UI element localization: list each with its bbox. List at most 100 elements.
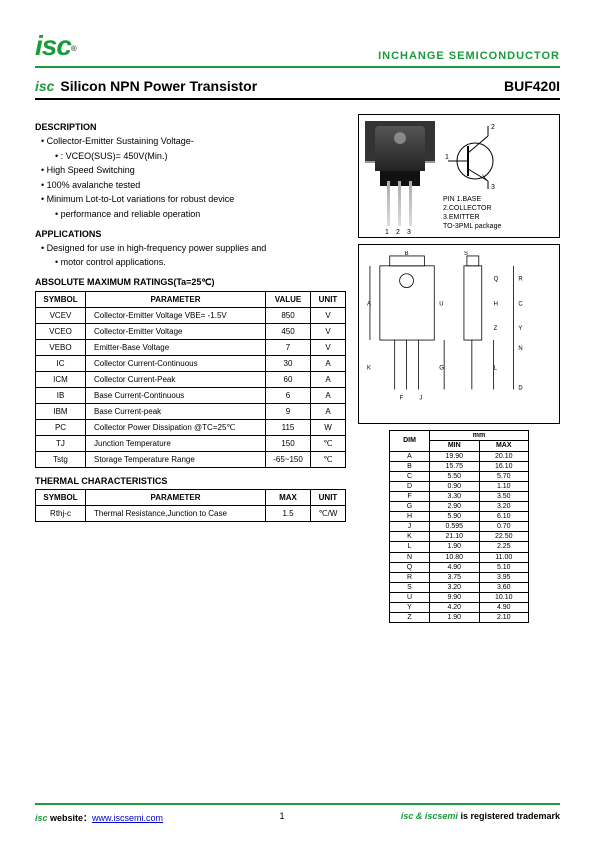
title-divider [35,98,560,100]
lead-num: 1 [385,229,389,236]
svg-text:2: 2 [491,124,495,131]
col-max: MAX [266,489,311,505]
table-row: IBMBase Current-peak9A [36,403,346,419]
table-row: VCEOCollector-Emitter Voltage450V [36,323,346,339]
header-divider [35,66,560,68]
title-prefix: isc [35,78,54,94]
svg-text:B: B [405,251,409,257]
description-list: Collector-Emitter Sustaining Voltage- : … [41,135,346,221]
applications-list: Designed for use in high-frequency power… [41,242,346,269]
col-dim: DIM [390,431,430,451]
table-row: TJJunction Temperature150℃ [36,435,346,451]
table-row: D0.901.10 [390,481,529,491]
svg-text:Z: Z [494,327,498,333]
company-name: INCHANGE SEMICONDUCTOR [378,50,560,62]
ratings-heading: ABSOLUTE MAXIMUM RATINGS(Ta=25℃) [35,277,346,288]
svg-text:C: C [518,302,523,308]
desc-item: Minimum Lot-to-Lot variations for robust… [41,193,346,206]
table-row: G2.903.20 [390,502,529,512]
svg-text:H: H [494,302,498,308]
header: isc® INCHANGE SEMICONDUCTOR [35,30,560,62]
table-header-row: SYMBOL PARAMETER MAX UNIT [36,489,346,505]
website-link[interactable]: www.iscsemi.com [92,813,163,823]
col-max: MAX [479,441,529,451]
dimensions-table-wrap: DIMmm MINMAX A19.9020.10 B15.7516.10 C5.… [358,430,560,623]
product-title: isc Silicon NPN Power Transistor [35,78,257,94]
table-row: R3.753.95 [390,572,529,582]
applications-heading: APPLICATIONS [35,229,346,239]
table-row: ICCollector Current-Continuous30A [36,355,346,371]
app-subline: motor control applications. [55,256,346,269]
ratings-table: SYMBOL PARAMETER VALUE UNIT VCEVCollecto… [35,291,346,468]
table-header-row: SYMBOL PARAMETER VALUE UNIT [36,291,346,307]
col-mm: mm [430,431,529,441]
outline-svg: BS AU KG FJ QR HC ZY LD N [365,251,553,419]
table-row: TstgStorage Temperature Range-65~150℃ [36,451,346,467]
dimensions-table: DIMmm MINMAX A19.9020.10 B15.7516.10 C5.… [389,430,529,623]
table-row: Y4.204.90 [390,602,529,612]
lead-num: 3 [407,229,411,236]
col-value: VALUE [266,291,311,307]
trademark-notice: isc & iscsemi is registered trademark [401,811,560,824]
svg-text:J: J [419,396,422,402]
desc-subline: : VCEO(SUS)= 450V(Min.) [55,150,346,163]
left-column: DESCRIPTION Collector-Emitter Sustaining… [35,114,346,623]
footer-logo: isc [35,813,48,823]
svg-text:Y: Y [518,327,522,333]
table-row: N10.8011.00 [390,552,529,562]
footer: isc website：www.iscsemi.com 1 isc & iscs… [35,803,560,824]
svg-text:K: K [367,366,371,372]
table-row: J0.5950.70 [390,522,529,532]
footer-divider [35,803,560,805]
desc-item: Collector-Emitter Sustaining Voltage- [41,135,346,148]
description-heading: DESCRIPTION [35,122,346,132]
svg-text:1: 1 [445,154,449,161]
registered-mark: ® [71,44,77,53]
footer-website: isc website：www.iscsemi.com [35,811,163,824]
table-row: IBBase Current-Continuous6A [36,387,346,403]
part-number: BUF420I [504,78,560,94]
svg-text:F: F [400,396,404,402]
svg-text:R: R [518,277,522,283]
logo-block: isc® [35,30,76,62]
col-parameter: PARAMETER [86,489,266,505]
table-row: L1.902.25 [390,542,529,552]
package-outline-drawing: BS AU KG FJ QR HC ZY LD N [358,244,560,424]
table-row: Rthj-cThermal Resistance,Junction to Cas… [36,505,346,521]
transistor-image: 1 2 3 [365,121,435,221]
svg-text:L: L [494,366,498,372]
col-unit: UNIT [311,489,346,505]
desc-item: High Speed Switching [41,164,346,177]
transistor-schematic-icon: 1 2 3 [443,121,503,191]
table-row: U9.9010.10 [390,592,529,602]
table-row: VCEVCollector-Emitter Voltage VBE= -1.5V… [36,307,346,323]
table-row: VEBOEmitter-Base Voltage7V [36,339,346,355]
trademark-prefix: isc & iscsemi [401,811,458,821]
svg-text:G: G [439,366,444,372]
schematic-block: 1 2 3 PIN 1.BASE 2.COLLECTOR 3.EMITTER T… [443,121,503,231]
col-min: MIN [430,441,479,451]
table-row: C5.505.70 [390,471,529,481]
svg-text:Q: Q [494,277,499,283]
table-row: ICMCollector Current-Peak60A [36,371,346,387]
desc-item: 100% avalanche tested [41,179,346,192]
footer-website-label: website： [50,813,92,823]
logo-text: isc [35,30,71,61]
thermal-heading: THERMAL CHARACTERISTICS [35,476,346,486]
col-parameter: PARAMETER [86,291,266,307]
svg-text:D: D [518,386,522,392]
trademark-suffix: is registered trademark [458,811,560,821]
thermal-table: SYMBOL PARAMETER MAX UNIT Rthj-cThermal … [35,489,346,522]
pin-labels: PIN 1.BASE 2.COLLECTOR 3.EMITTER TO-3PML… [443,195,503,231]
title-main: Silicon NPN Power Transistor [60,78,257,94]
svg-text:S: S [464,251,468,257]
svg-text:A: A [367,302,371,308]
app-item: Designed for use in high-frequency power… [41,242,346,255]
table-row: Q4.905.10 [390,562,529,572]
page-number: 1 [279,811,284,824]
right-column: 1 2 3 1 2 3 [358,114,560,623]
svg-text:N: N [518,346,522,352]
desc-subline: performance and reliable operation [55,208,346,221]
table-row: Z1.902.10 [390,613,529,623]
table-row: S3.203.60 [390,582,529,592]
